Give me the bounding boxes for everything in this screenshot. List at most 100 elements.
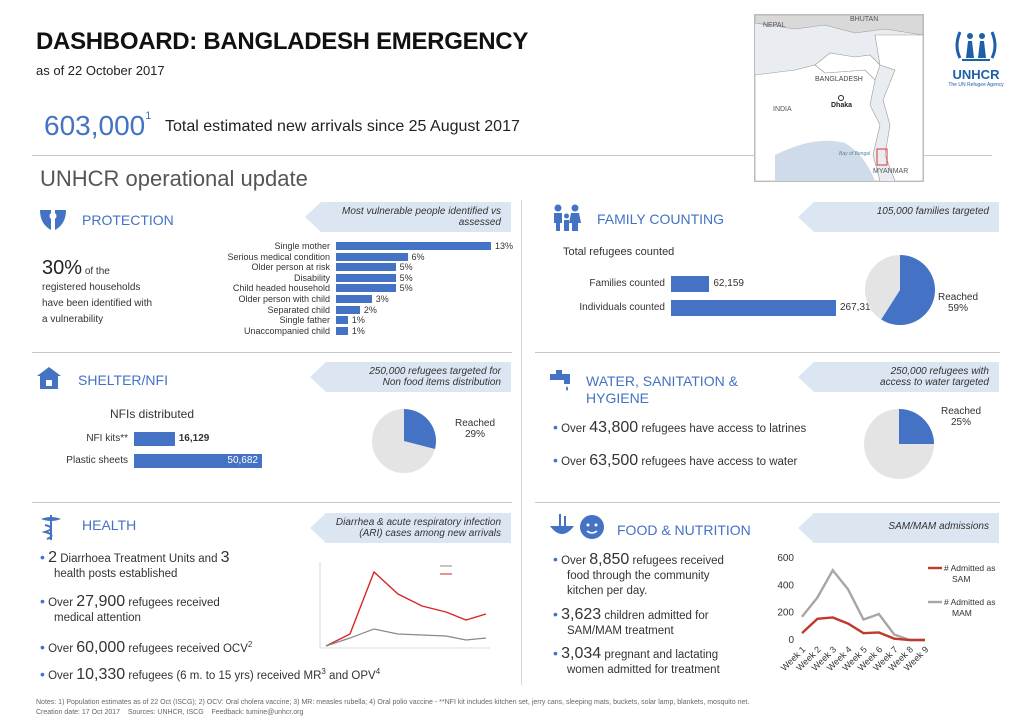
- map-label-india: INDIA: [773, 106, 792, 113]
- date-subtitle: as of 22 October 2017: [36, 63, 165, 78]
- operational-update-title: UNHCR operational update: [40, 166, 308, 191]
- wash-b2-post: refugees have access to water: [641, 456, 798, 468]
- wash-b1-num: 43,800: [589, 419, 639, 436]
- protection-bar-label: Single father: [279, 315, 330, 326]
- food-b3-t1: pregnant and lactating: [604, 649, 719, 661]
- protection-stat-text1: of the: [84, 266, 110, 277]
- wash-pie-label-text: Reached: [940, 406, 982, 417]
- protection-bar-label: Older person at risk: [251, 262, 330, 273]
- map-graphic: NEPAL BHUTAN BANGLADESH INDIA Dhaka Bay …: [755, 15, 923, 181]
- family-bar-label: Families counted: [589, 278, 665, 289]
- y-tick-label: 400: [777, 580, 794, 591]
- footer-credits: Creation date: 17 Oct 2017 Sources: UNHC…: [36, 709, 304, 716]
- arrivals-footnote: 1: [145, 110, 152, 122]
- protection-bar-label: Unaccompanied child: [243, 325, 330, 336]
- shelter-pie-pct: 29%: [464, 429, 485, 440]
- food-b3-t2: women admitted for treatment: [567, 664, 720, 676]
- food-b2-t2: SAM/MAM treatment: [567, 625, 674, 637]
- bullet-icon: •: [553, 645, 558, 661]
- food-title: FOOD & NUTRITION: [617, 522, 751, 538]
- protection-bar: [336, 316, 348, 325]
- water-tap-icon: [550, 370, 570, 391]
- row-divider-left-2: [32, 502, 512, 503]
- unhcr-logo-tagline: The UN Refugee Agency: [948, 82, 1004, 88]
- arrivals-value: 603,000: [44, 110, 146, 141]
- map-label-dhaka: Dhaka: [831, 102, 852, 109]
- bullet-icon: •: [553, 551, 558, 567]
- protection-bar: [336, 242, 491, 250]
- family-pie-label: Reached 59%: [936, 292, 980, 314]
- food-nutrition-icon: [550, 514, 604, 539]
- shelter-bar-value: 16,129: [178, 433, 210, 444]
- health-b4-mid: refugees (6 m. to 15 yrs) received MR: [128, 669, 322, 682]
- family-bar-label: Individuals counted: [579, 302, 665, 313]
- shelter-bar: [134, 432, 175, 446]
- protection-bar-label: Single mother: [274, 241, 330, 251]
- bullet-icon: •: [40, 549, 45, 565]
- legend-label: # Admitted as: [944, 563, 996, 573]
- legend-label: # Admitted as: [944, 597, 996, 607]
- health-b3-sup: 2: [247, 640, 253, 649]
- wash-title: WATER, SANITATION & HYGIENE: [586, 373, 738, 407]
- protection-bar-value: 13%: [495, 241, 514, 251]
- wash-bullet-water: • Over 63,500 refugees have access to wa…: [553, 453, 797, 470]
- wash-title-line1: WATER, SANITATION &: [586, 373, 738, 389]
- row-divider-right-1: [535, 352, 1000, 353]
- protection-bar-value: 5%: [399, 283, 413, 294]
- y-tick-label: 600: [777, 553, 794, 564]
- health-b1-n1: 2: [48, 549, 58, 566]
- food-b2-num: 3,623: [561, 606, 602, 623]
- protection-bar: [336, 295, 372, 303]
- legend-label: MAM: [952, 608, 972, 618]
- bullet-icon: •: [553, 419, 558, 435]
- wash-pie-chart: [864, 409, 934, 479]
- wash-banner-line2: access to water targeted: [880, 377, 989, 388]
- health-b1-t2: health posts established: [54, 568, 178, 580]
- health-b1-n2: 3: [220, 549, 230, 566]
- protection-title: PROTECTION: [82, 212, 174, 228]
- protection-bar-label: Serious medical condition: [227, 251, 330, 262]
- health-banner-line1: Diarrhea & acute respiratory infection: [335, 517, 501, 528]
- shelter-banner-line2: Non food items distribution: [382, 377, 501, 388]
- family-banner: 105,000 families targeted: [798, 202, 999, 232]
- shelter-pie-chart: [372, 409, 436, 473]
- protection-bar-label: Disability: [293, 272, 330, 283]
- protection-bar-label: Older person with child: [238, 294, 330, 304]
- column-divider: [521, 200, 522, 685]
- row-divider-left-1: [32, 352, 512, 353]
- series-line--admitted-as-sam: [801, 616, 925, 642]
- map-label-bhutan: BHUTAN: [850, 16, 878, 23]
- footer-notes: Notes: 1) Population estimates as of 22 …: [36, 699, 750, 706]
- unhcr-logo-icon: [955, 31, 997, 61]
- health-b4-and: and OPV: [329, 669, 376, 682]
- protection-stat-text2: registered households: [42, 282, 141, 293]
- health-banner-line2: (ARI) cases among new arrivals: [359, 528, 501, 539]
- y-tick-label: 200: [777, 608, 794, 619]
- protection-bar: [336, 284, 396, 293]
- family-bar: [671, 300, 836, 316]
- wash-b1-post: refugees have access to latrines: [641, 423, 807, 435]
- unhcr-logo-name: UNHCR: [952, 67, 1000, 82]
- protection-bar: [336, 273, 396, 282]
- wash-title-line2: HYGIENE: [586, 390, 650, 406]
- health-title: HEALTH: [82, 517, 137, 533]
- health-bullet-ocv: • Over 60,000 refugees received OCV2: [40, 637, 290, 657]
- protection-bar-value: 1%: [351, 315, 365, 326]
- health-b3-post: refugees received OCV: [128, 642, 248, 655]
- map-label-myanmar: MYANMAR: [873, 168, 908, 175]
- protection-bar-value: 5%: [399, 262, 413, 273]
- health-bullet-vaccines: • Over 10,330 refugees (6 m. to 15 yrs) …: [40, 664, 500, 684]
- unhcr-logo: UNHCR The UN Refugee Agency: [946, 22, 1006, 88]
- header-divider: [32, 155, 992, 156]
- family-subtitle: Total refugees counted: [563, 246, 675, 258]
- map-label-bay: Bay of Bengal: [839, 151, 871, 157]
- family-pie-label-text: Reached: [937, 292, 979, 303]
- wash-pie-pct: 25%: [950, 417, 971, 428]
- wash-banner: 250,000 refugees with access to water ta…: [798, 362, 999, 392]
- bullet-icon: •: [40, 665, 45, 682]
- protection-stat-pct: 30%: [42, 257, 83, 279]
- protection-stat: 30% of the registered households have be…: [42, 257, 212, 328]
- health-b1-t1: Diarrhoea Treatment Units and: [60, 553, 218, 565]
- protection-icon: [40, 210, 66, 230]
